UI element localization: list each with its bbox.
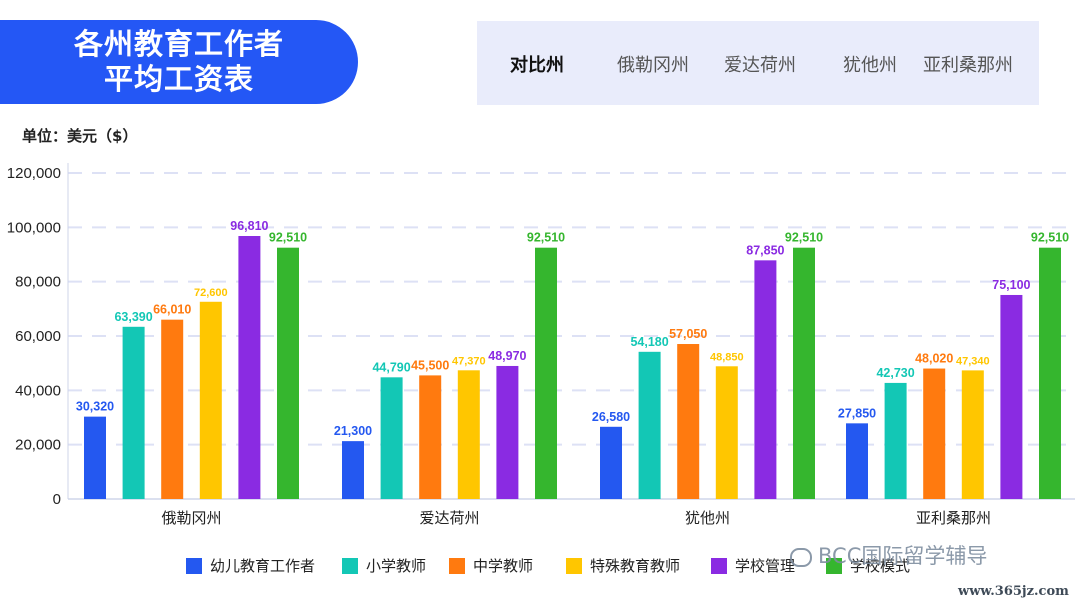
bar-2-4 bbox=[884, 382, 907, 499]
bar-2-1 bbox=[122, 326, 145, 499]
data-label: 47,370 bbox=[452, 355, 486, 367]
bar-3-4 bbox=[923, 368, 946, 499]
bar-6-3 bbox=[793, 247, 815, 499]
y-tick-label: 60,000 bbox=[15, 328, 61, 345]
bar-2-3 bbox=[638, 351, 661, 499]
watermark: BCC国际留学辅导 bbox=[790, 540, 987, 570]
y-tick-label: 20,000 bbox=[15, 437, 61, 454]
data-label: 30,320 bbox=[76, 400, 114, 414]
bar-1-4 bbox=[846, 423, 868, 499]
bar-3-2 bbox=[419, 375, 442, 499]
unit-label: 单位：美元（$） bbox=[22, 127, 138, 145]
bar-6-1 bbox=[277, 247, 299, 499]
legend-label: 中学教师 bbox=[473, 557, 534, 575]
compare-label: 对比州 bbox=[510, 55, 564, 76]
y-tick-label: 80,000 bbox=[15, 274, 61, 291]
data-label: 26,580 bbox=[592, 410, 630, 424]
x-tick-label: 亚利桑那州 bbox=[916, 509, 991, 527]
compare-state-utah[interactable]: 犹他州 bbox=[843, 55, 897, 76]
watermark-text: BCC国际留学辅导 bbox=[818, 544, 988, 568]
data-label: 92,510 bbox=[1031, 231, 1069, 245]
x-tick-label: 犹他州 bbox=[685, 509, 730, 527]
legend-label: 特殊教育教师 bbox=[590, 557, 681, 575]
bar-1-1 bbox=[84, 416, 106, 499]
bar-3-3 bbox=[677, 344, 700, 499]
legend-label: 小学教师 bbox=[366, 557, 427, 575]
data-label: 48,850 bbox=[710, 351, 744, 363]
legend-swatch bbox=[826, 557, 842, 574]
bar-1-2 bbox=[342, 441, 364, 499]
data-label: 54,180 bbox=[630, 335, 668, 349]
legend-item: 学校模式 bbox=[826, 555, 910, 576]
bar-5-3 bbox=[754, 260, 777, 499]
legend-label: 幼儿教育工作者 bbox=[210, 557, 316, 575]
data-label: 57,050 bbox=[669, 327, 707, 341]
bar-4-2 bbox=[457, 370, 480, 499]
data-label: 63,390 bbox=[114, 310, 152, 324]
page-title-line1: 各州教育工作者 bbox=[73, 27, 284, 61]
data-label: 72,600 bbox=[194, 287, 228, 299]
bar-2-2 bbox=[380, 377, 403, 499]
bar-6-4 bbox=[1039, 247, 1061, 499]
x-tick-label: 爱达荷州 bbox=[419, 509, 479, 527]
legend-label: 学校管理 bbox=[735, 557, 796, 575]
title-banner: 各州教育工作者 平均工资表 bbox=[0, 20, 358, 104]
legend-swatch bbox=[449, 557, 465, 574]
legend-item: 小学教师 bbox=[342, 555, 426, 576]
y-tick-label: 40,000 bbox=[15, 382, 61, 399]
data-label: 48,970 bbox=[488, 349, 526, 363]
compare-state-idaho[interactable]: 爱达荷州 bbox=[724, 55, 796, 76]
compare-state-arizona[interactable]: 亚利桑那州 bbox=[923, 55, 1013, 76]
data-label: 87,850 bbox=[746, 243, 784, 257]
legend-swatch bbox=[342, 557, 358, 574]
data-label: 47,340 bbox=[956, 355, 990, 367]
data-label: 92,510 bbox=[269, 231, 307, 245]
data-label: 96,810 bbox=[230, 219, 268, 233]
data-label: 45,500 bbox=[411, 358, 449, 372]
bar-5-4 bbox=[1000, 294, 1023, 499]
watermark-site: www.365jz.com bbox=[958, 584, 1069, 599]
bar-5-2 bbox=[496, 365, 519, 499]
bar-chart: 0 20,000 40,000 60,000 80,000 100,000 120,000 3… bbox=[7, 163, 1075, 527]
bar-5-1 bbox=[238, 235, 261, 499]
bar-4-1 bbox=[199, 301, 222, 499]
legend-item: 幼儿教育工作者 bbox=[186, 555, 315, 576]
legend-item: 特殊教育教师 bbox=[566, 555, 680, 576]
bar-4-3 bbox=[715, 366, 738, 499]
data-label: 92,510 bbox=[785, 231, 823, 245]
bar-4-4 bbox=[961, 370, 984, 499]
compare-panel: 对比州 俄勒冈州 爱达荷州 犹他州 亚利桑那州 bbox=[477, 21, 1039, 105]
chart-legend: 幼儿教育工作者 小学教师 中学教师 特殊教育教师 学校管理 学校模式 bbox=[0, 555, 1080, 579]
data-label: 48,020 bbox=[915, 352, 953, 366]
bar-1-3 bbox=[600, 426, 622, 499]
data-label: 21,300 bbox=[334, 424, 372, 438]
legend-swatch bbox=[711, 557, 727, 574]
y-tick-label: 0 bbox=[53, 491, 61, 508]
legend-swatch bbox=[186, 557, 202, 574]
data-label: 66,010 bbox=[153, 303, 191, 317]
legend-label: 学校模式 bbox=[850, 557, 911, 575]
bar-6-2 bbox=[535, 247, 557, 499]
data-label: 44,790 bbox=[372, 360, 410, 374]
y-tick-label: 100,000 bbox=[7, 219, 61, 236]
compare-state-oregon[interactable]: 俄勒冈州 bbox=[617, 55, 689, 76]
legend-item: 中学教师 bbox=[449, 555, 533, 576]
y-tick-label: 120,000 bbox=[7, 165, 61, 182]
bar-3-1 bbox=[161, 319, 184, 499]
data-label: 92,510 bbox=[527, 231, 565, 245]
chat-icon bbox=[790, 547, 812, 567]
legend-swatch bbox=[566, 557, 582, 574]
legend-item: 学校管理 bbox=[711, 555, 795, 576]
page-title-line2: 平均工资表 bbox=[103, 62, 254, 96]
data-label: 75,100 bbox=[992, 278, 1030, 292]
data-label: 27,850 bbox=[838, 406, 876, 420]
x-tick-label: 俄勒冈州 bbox=[161, 509, 221, 527]
data-label: 42,730 bbox=[876, 366, 914, 380]
